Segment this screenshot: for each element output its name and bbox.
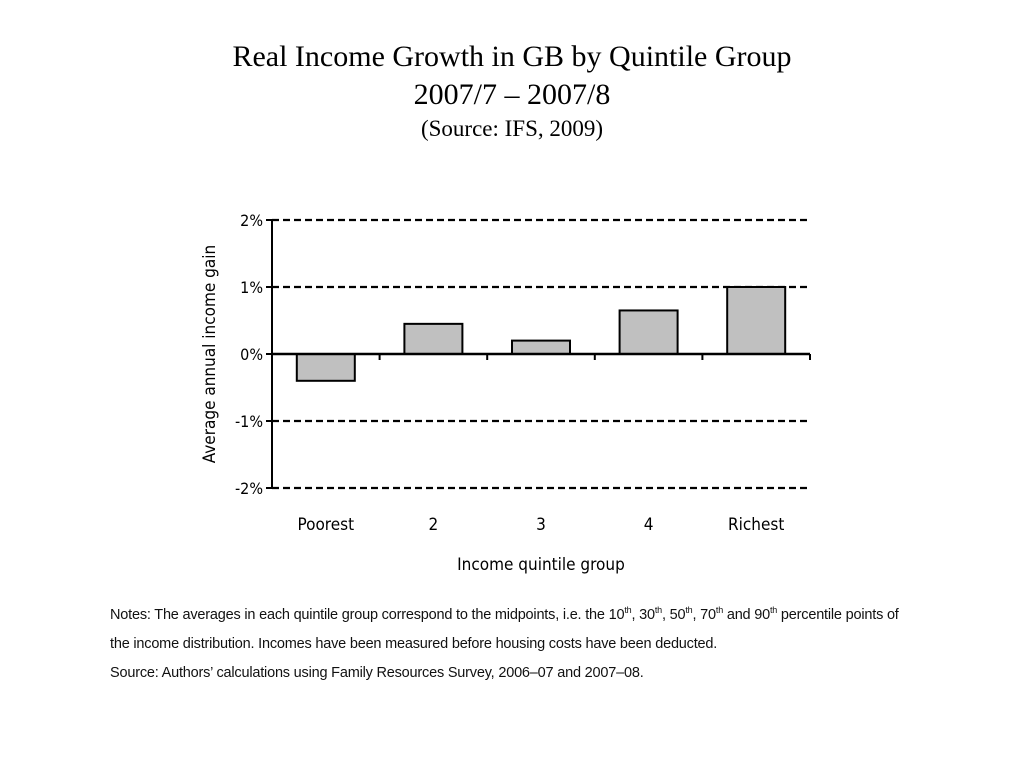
sup-90th: th: [769, 605, 778, 616]
y-tick-label: -1%: [235, 412, 263, 431]
y-tick-label: 0%: [240, 345, 263, 364]
chart-period: 2007/7 – 2007/8: [413, 78, 611, 111]
x-tick-label: Poorest: [297, 515, 354, 535]
sup-10th: th: [624, 605, 632, 616]
bar: [295, 353, 356, 382]
source-label: Source:: [110, 665, 159, 681]
notes-70: 70: [700, 607, 716, 623]
x-axis-label: Income quintile group: [457, 555, 625, 575]
sup-70th: th: [715, 605, 723, 616]
bar: [618, 309, 679, 356]
sup-50th: th: [685, 605, 693, 616]
chart-notes: Notes: The averages in each quintile gro…: [110, 601, 900, 688]
notes-paragraph: Notes: The averages in each quintile gro…: [110, 601, 900, 659]
x-tick-label: 2: [429, 515, 439, 535]
chart-source: (Source: IFS, 2009): [420, 116, 604, 141]
x-tick-label: 4: [644, 515, 654, 535]
source-text: Authors’ calculations using Family Resou…: [158, 665, 644, 681]
notes-90: 90: [754, 607, 770, 623]
x-tick-label: 3: [536, 515, 546, 535]
sup-30th: th: [654, 605, 662, 616]
notes-label: Notes:: [110, 607, 151, 623]
bar: [403, 322, 464, 356]
notes-sep-3: ,: [692, 607, 701, 623]
notes-text-b: percentile points of the income distribu…: [110, 607, 899, 652]
chart-title: Real Income Growth in GB by Quintile Gro…: [232, 40, 792, 73]
y-tick-label: -2%: [235, 479, 263, 498]
y-axis-label: Average annual income gain: [200, 245, 220, 463]
notes-text-a: The averages in each quintile group corr…: [150, 607, 625, 623]
notes-and: and: [723, 607, 755, 623]
y-tick-label: 2%: [240, 211, 263, 230]
bar-chart: 2% 1% 0% -1% -2% Poorest 2 3 4 Richest Income quin…: [200, 211, 811, 575]
x-tick-label: Richest: [728, 515, 784, 535]
bar: [726, 286, 787, 355]
y-tick-label: 1%: [240, 278, 263, 297]
notes-sep-1: ,: [631, 607, 640, 623]
title-block: Real Income Growth in GB by Quintile Gro…: [0, 38, 1024, 144]
notes-30: 30: [639, 607, 655, 623]
bar: [511, 339, 571, 356]
notes-sep-2: ,: [661, 607, 670, 623]
notes-50: 50: [669, 607, 686, 623]
source-paragraph: Source: Authors’ calculations using Fami…: [110, 659, 900, 688]
